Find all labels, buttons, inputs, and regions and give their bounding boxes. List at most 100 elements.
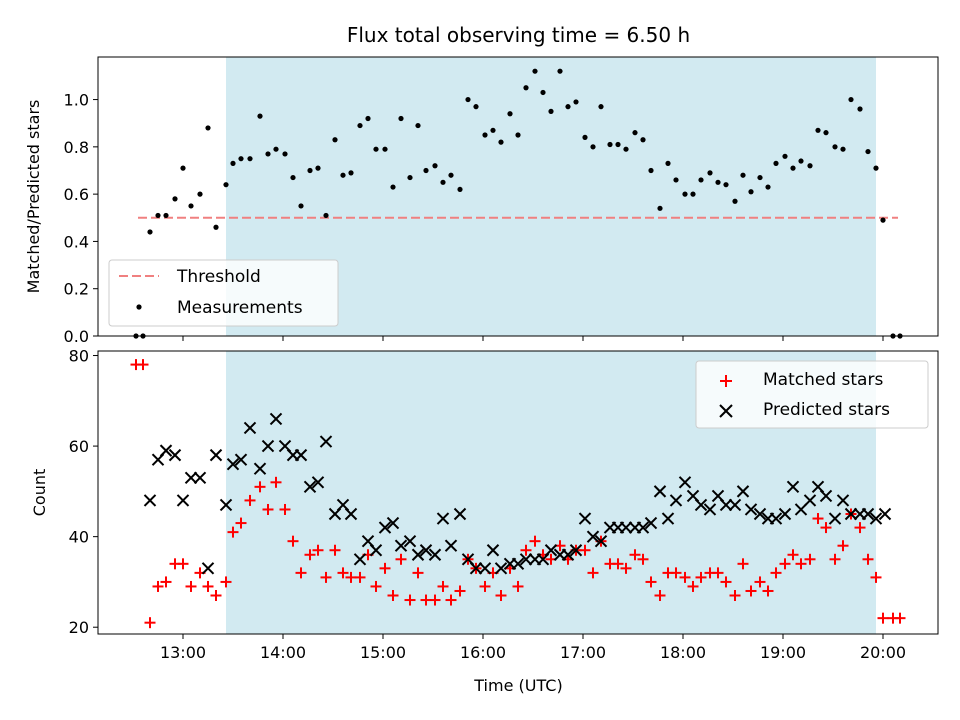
matched-star-point <box>862 553 874 565</box>
measurement-point <box>582 134 588 140</box>
measurement-point <box>407 174 413 181</box>
measurement-point <box>857 106 863 112</box>
measurement-point <box>155 212 161 219</box>
matched-star-point <box>404 594 416 606</box>
measurement-point <box>448 172 454 178</box>
measurement-point <box>782 153 788 159</box>
matched-star-point <box>429 594 441 606</box>
matched-star-point <box>520 544 532 556</box>
predicted-star-point <box>478 562 492 575</box>
legend-measurements-swatch <box>136 304 142 310</box>
measurement-point <box>147 229 153 235</box>
predicted-star-point <box>803 494 817 507</box>
matched-star-point <box>354 571 366 583</box>
predicted-star-point <box>453 507 467 521</box>
matched-star-point <box>152 580 164 592</box>
measurement-point <box>482 132 488 138</box>
predicted-star-point <box>519 553 533 566</box>
matched-star-point <box>670 567 682 579</box>
predicted-star-point <box>819 489 833 503</box>
matched-star-point <box>244 494 256 506</box>
matched-star-point <box>337 567 349 579</box>
matched-star-point <box>235 517 247 529</box>
legend-measurements-label: Measurements <box>177 298 303 318</box>
chart-title: Flux total observing time = 6.50 h <box>347 23 690 47</box>
matched-star-point <box>787 549 799 561</box>
measurement-point <box>673 177 679 183</box>
measurement-point <box>532 68 538 74</box>
x-axis-label: Time (UTC) <box>473 676 562 695</box>
top-y-tick-label: 0.4 <box>64 232 89 251</box>
measurement-point <box>740 172 746 178</box>
matched-star-point <box>270 476 282 488</box>
legend-threshold-label: Threshold <box>176 267 261 287</box>
predicted-star-point <box>594 534 608 548</box>
measurement-point <box>390 184 396 190</box>
matched-star-point <box>304 549 316 561</box>
predicted-star-point <box>411 548 425 561</box>
matched-star-point <box>754 576 766 588</box>
measurement-point <box>197 191 203 197</box>
matched-star-point <box>387 590 399 602</box>
predicted-star-point <box>159 444 173 457</box>
measurement-point <box>298 203 304 209</box>
predicted-star-point <box>344 507 358 521</box>
bottom-y-tick-label: 80 <box>69 347 89 366</box>
matched-star-point <box>312 544 324 556</box>
matched-star-point <box>729 590 741 602</box>
legend-matched-swatch <box>720 375 732 387</box>
measurement-point <box>188 203 194 209</box>
predicted-star-point <box>578 512 592 525</box>
matched-star-point <box>804 553 816 565</box>
matched-star-point <box>262 503 274 515</box>
matched-star-point <box>287 535 299 547</box>
measurement-point <box>373 146 379 152</box>
top-x-ticks <box>182 336 884 341</box>
measurement-point <box>880 217 886 223</box>
matched-star-point <box>512 580 524 592</box>
bottom-y-tick-label: 60 <box>69 437 89 456</box>
matched-star-point <box>329 544 341 556</box>
top-y-tick-label: 0.2 <box>64 280 89 299</box>
x-tick-label: 20:00 <box>860 643 906 662</box>
predicted-star-point <box>428 548 442 561</box>
measurement-point <box>573 99 579 105</box>
measurement-point <box>290 174 296 181</box>
measurement-point <box>798 158 804 164</box>
predicted-star-point <box>869 512 883 525</box>
top-panel: 0.0 0.2 0.4 0.6 0.8 1.0 Matched/Predicted sta… <box>24 56 939 346</box>
matched-star-point <box>894 612 906 624</box>
measurement-point <box>623 146 629 152</box>
x-tick-label: 15:00 <box>360 643 406 662</box>
x-tick-label: 14:00 <box>260 643 306 662</box>
predicted-star-point <box>694 498 708 512</box>
matched-star-point <box>829 553 841 565</box>
measurement-point <box>172 196 178 202</box>
matched-star-point <box>454 585 466 597</box>
predicted-star-point <box>444 539 458 552</box>
top-legend: Threshold Measurements <box>108 259 339 327</box>
measurement-point <box>223 182 229 188</box>
measurement-point <box>265 151 271 157</box>
predicted-star-point <box>644 516 658 530</box>
matched-star-point <box>737 558 749 570</box>
measurement-point <box>257 113 263 119</box>
measurement-point <box>682 191 688 197</box>
matched-star-point <box>695 571 707 583</box>
matched-star-point <box>645 576 657 588</box>
matched-star-point <box>295 567 307 579</box>
predicted-star-point <box>369 544 383 557</box>
predicted-star-point <box>494 562 508 575</box>
measurement-point <box>773 160 779 166</box>
measurement-point <box>565 104 571 110</box>
measurement-point <box>332 137 338 143</box>
measurement-point <box>238 156 244 162</box>
x-tick-label: 13:00 <box>160 643 206 662</box>
measurement-point <box>382 146 388 152</box>
matched-star-point <box>227 526 239 538</box>
matched-star-point <box>279 503 291 515</box>
predicted-star-point <box>378 521 392 534</box>
predicted-star-point <box>753 507 767 521</box>
matched-star-point <box>762 585 774 597</box>
measurement-point <box>765 184 771 190</box>
